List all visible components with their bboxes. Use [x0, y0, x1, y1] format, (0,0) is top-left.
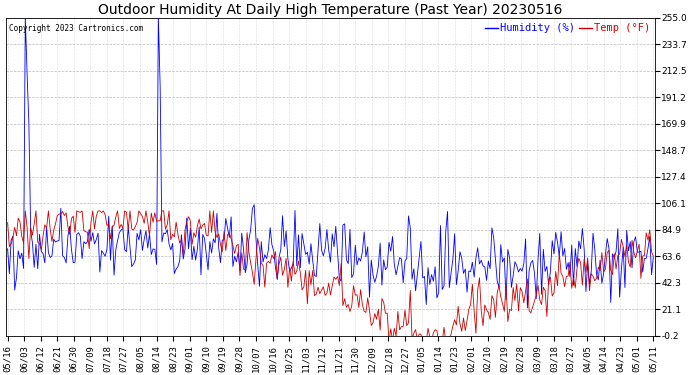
Text: Copyright 2023 Cartronics.com: Copyright 2023 Cartronics.com	[9, 24, 144, 33]
Title: Outdoor Humidity At Daily High Temperature (Past Year) 20230516: Outdoor Humidity At Daily High Temperatu…	[98, 3, 562, 17]
Legend: Humidity (%), Temp (°F): Humidity (%), Temp (°F)	[485, 23, 650, 33]
